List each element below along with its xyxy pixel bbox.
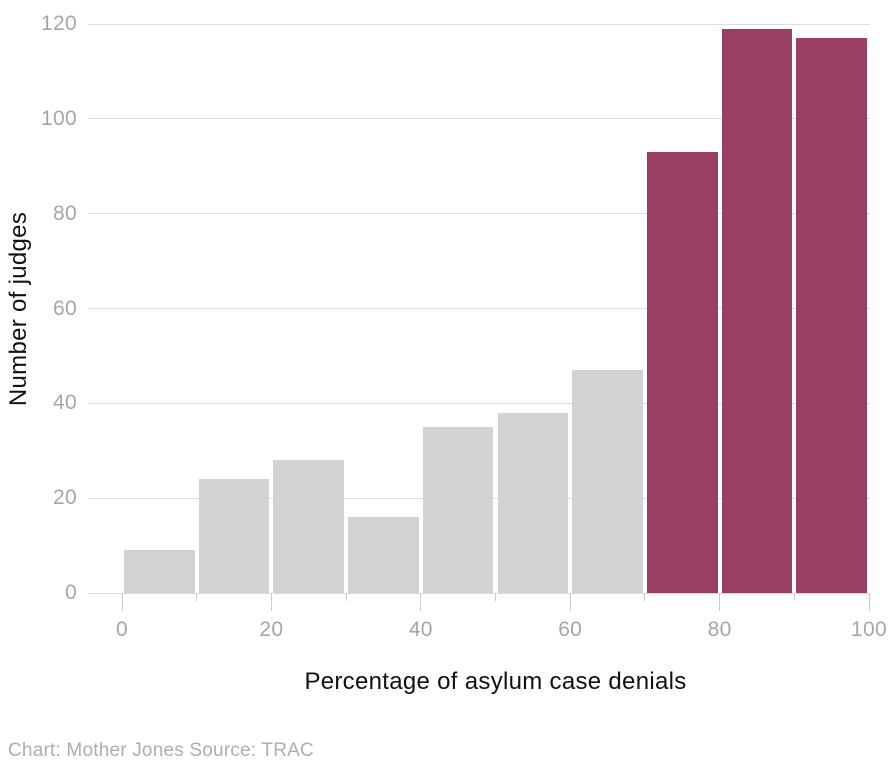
histogram-bar [273,460,345,593]
x-tick-mark [868,593,870,611]
histogram-bar [124,550,195,593]
gridline [88,592,870,594]
y-tick-label: 100 [41,106,77,130]
chart-credit: Chart: Mother Jones Source: TRAC [8,740,314,761]
x-tick-mark [719,593,721,611]
x-tick-mark [793,593,795,601]
y-tick-label: 20 [53,486,77,510]
x-tick-mark [121,593,123,611]
histogram-bar [796,38,867,593]
x-tick-label: 80 [707,618,732,641]
plot-area: 0 20 40 60 80 100 120 0 20 40 60 80 100 [41,12,887,641]
histogram-bar [721,28,793,593]
y-tick-label: 80 [53,201,77,225]
histogram-bar [422,427,494,593]
x-tick-mark [420,593,422,611]
histogram-bar [497,412,569,593]
y-tick-label: 40 [53,391,77,415]
x-tick-mark [495,593,496,601]
gridline [88,23,870,25]
x-tick-mark [270,593,272,611]
x-tick-label: 60 [558,618,583,641]
x-axis-title: Percentage of asylum case denials [304,668,687,695]
histogram-bar [348,517,419,593]
x-tick-label: 100 [851,618,887,641]
y-tick-label: 60 [53,296,77,320]
x-tick-label: 0 [116,618,128,641]
x-tick-label: 20 [259,618,284,641]
x-tick-label: 40 [408,618,433,641]
y-tick-label: 0 [65,581,77,604]
histogram-bar [198,479,270,593]
y-tick-label: 120 [41,12,77,35]
gridline [88,118,870,120]
histogram-bar [572,370,643,593]
x-tick-mark [196,593,198,601]
x-tick-mark [644,593,646,601]
gridline [88,402,870,404]
histogram-bar [646,152,718,593]
x-tick-mark [345,593,347,601]
gridline [88,213,870,215]
x-tick-mark [569,593,571,611]
gridline [88,308,870,309]
